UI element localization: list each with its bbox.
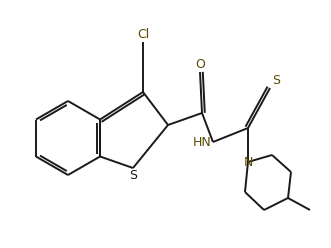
Text: S: S [129,169,137,182]
Text: Cl: Cl [137,28,149,41]
Text: O: O [195,58,205,71]
Text: N: N [243,155,253,168]
Text: S: S [272,74,280,87]
Text: HN: HN [192,135,211,149]
